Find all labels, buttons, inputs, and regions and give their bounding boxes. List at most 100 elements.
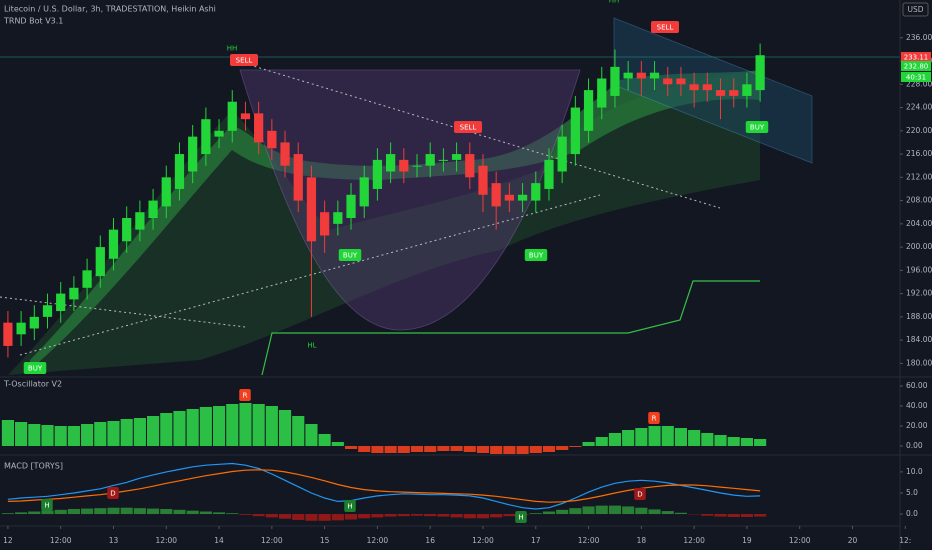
histogram-bar [754,514,767,517]
candle-body [280,142,290,166]
signal-label: BUY [750,124,765,132]
histogram-bar [1,513,14,515]
x-tick-label: 17 [531,536,541,545]
x-tick-label: 13 [109,536,119,545]
histogram-bar [595,505,608,515]
signal-label: HH [609,0,620,5]
histogram-bar [133,418,146,446]
histogram-bar [239,403,252,446]
candle-body [570,107,580,155]
histogram-bar [384,446,397,453]
candle-body [359,177,369,207]
candle-body [267,130,277,149]
signal-box [648,412,660,424]
price-label: 40:31 [906,74,926,82]
histogram-bar [226,513,239,515]
histogram-bar [622,506,635,515]
histogram-bar [437,514,450,517]
histogram-bar [410,514,424,516]
histogram-bar [186,510,199,515]
cup-pattern [239,69,581,331]
candle-body [306,177,317,242]
histogram-bar [94,422,107,446]
histogram-bar [701,433,714,446]
candle-body [504,194,515,201]
histogram-bar [476,446,490,453]
trend-line [239,61,721,209]
x-tick-label: 16 [425,536,435,545]
candle-body [729,90,739,96]
candle-body [135,212,145,230]
histogram-bar [107,507,120,515]
histogram-bar [199,407,212,446]
candle-body [412,165,422,167]
y-tick-label: 60.00 [906,381,928,390]
candle-body [122,218,132,242]
y-tick-label: 236.00 [906,33,932,42]
signal-label: H [347,503,352,511]
y-tick-label: 208.00 [906,196,932,205]
histogram-bar [305,514,318,521]
signal-label: H [44,502,49,510]
y-tick-label: 200.00 [906,242,932,251]
histogram-bar [265,514,278,518]
signal-label: SELL [236,57,253,65]
x-tick-label: 12 [3,536,13,545]
histogram-bar [582,442,595,446]
candle-body [755,55,765,91]
candle-body [3,322,13,346]
y-tick-label: 224.00 [906,103,932,112]
candle-body [544,159,554,189]
trend-line [19,194,601,356]
candle-body [438,159,449,161]
y-tick-label: 228.00 [906,79,932,88]
x-tick-label: 12:00 [367,536,389,545]
candle-body [610,66,620,96]
histogram-bar [674,512,688,515]
histogram-bar [701,514,714,516]
histogram-bar [358,514,371,519]
histogram-bar [490,446,503,454]
histogram-bar [463,514,476,519]
histogram-bar [358,446,371,452]
signal-box [230,54,258,66]
histogram-bar [608,505,622,515]
signal-box [524,249,548,261]
histogram-bar [344,446,358,449]
x-tick-label: 12: [899,536,911,545]
histogram-bar [212,406,226,446]
histogram-bar [186,409,199,446]
candle-body [29,316,39,329]
candle-body [676,78,686,85]
histogram-bar [450,514,463,518]
x-tick-label: 12:00 [578,536,600,545]
signal-box [23,362,47,374]
histogram-bar [569,508,582,515]
signal-box [651,21,679,33]
x-tick-label: 12:00 [155,536,177,545]
candle-body [16,322,26,335]
candle-body [42,305,53,317]
histogram-bar [252,404,265,446]
histogram-bar [147,416,160,446]
pane-title: T-Oscillator V2 [3,380,62,389]
histogram-bar [490,514,503,518]
histogram-bar [199,511,212,515]
histogram-bar [424,446,437,452]
histogram-bar [67,426,80,446]
candle-body [161,177,171,207]
histogram-bar [292,514,305,520]
candle-body [293,154,303,201]
y-tick-label: 10.0 [906,467,923,476]
pane-title: MACD [TORYS] [4,462,63,471]
signal-label: H [518,514,523,522]
histogram-bar [674,428,688,446]
x-tick-label: 12:00 [472,536,494,545]
price-label-box [901,52,931,62]
currency-box [902,2,929,17]
signal-label: D [637,491,642,499]
histogram-bar [503,514,516,517]
y-tick-label: 196.00 [906,265,932,274]
